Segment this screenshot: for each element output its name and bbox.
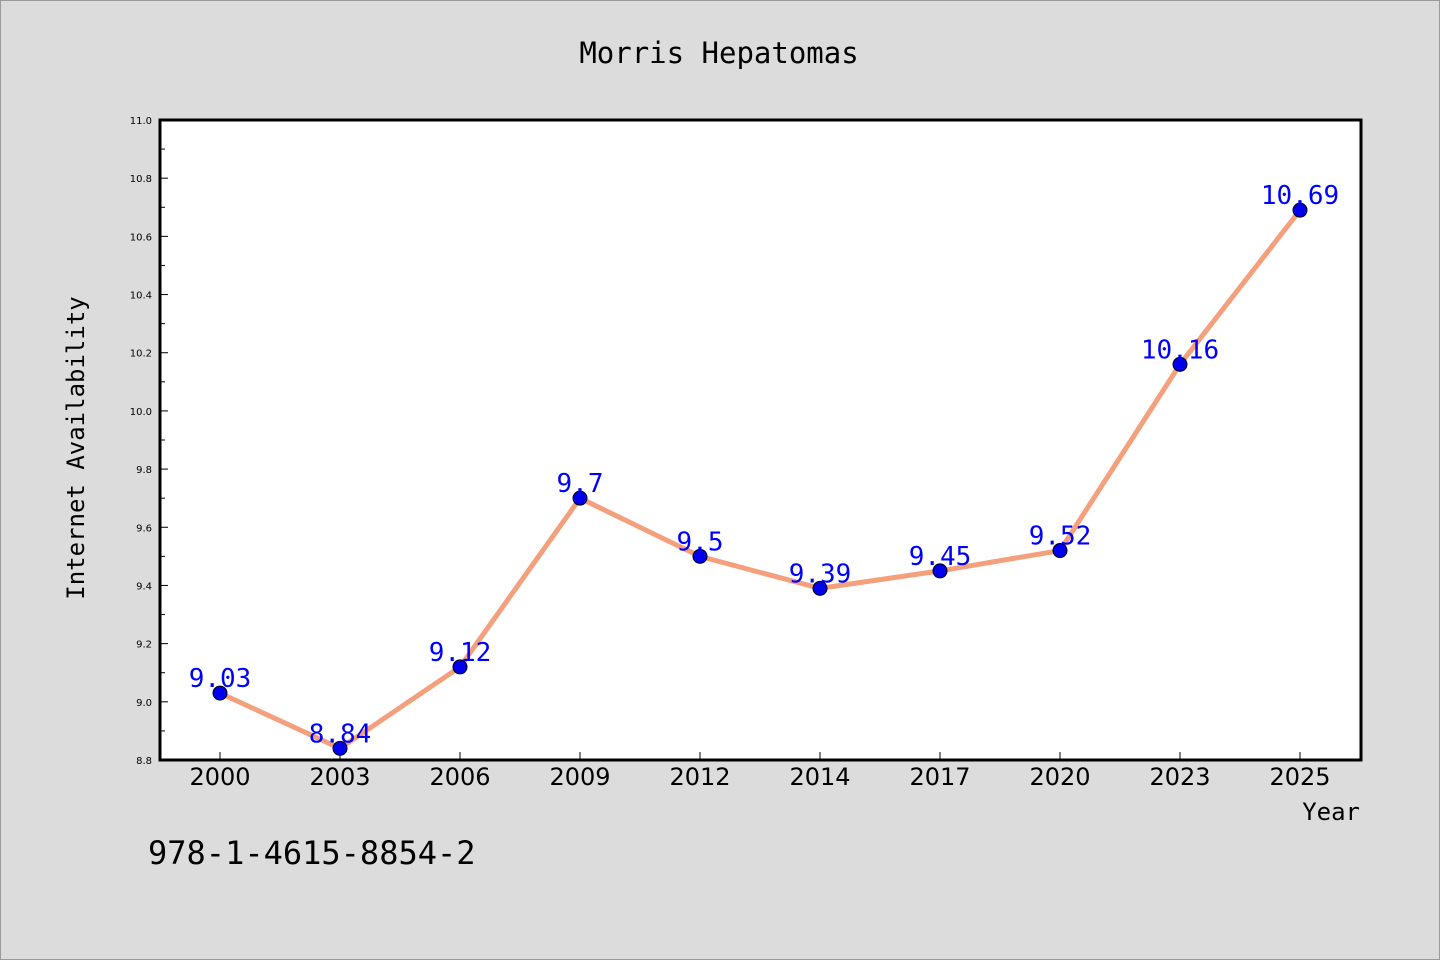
series-line xyxy=(217,207,1303,751)
y-tick-label: 10.4 xyxy=(130,291,152,302)
x-tick-label: 2009 xyxy=(549,763,610,791)
x-tick-label: 2006 xyxy=(429,763,490,791)
data-label: 9.39 xyxy=(789,559,852,589)
y-tick-label: 8.8 xyxy=(136,756,152,767)
data-point xyxy=(1172,356,1188,372)
x-tick-label: 2023 xyxy=(1149,763,1210,791)
y-tick-label: 9.6 xyxy=(136,523,152,534)
y-axis: 8.8 9.0 9.2 9.4 9.6 9.8 10.0 10.2 10.4 10.6 10.8 11… xyxy=(130,116,168,767)
data-point xyxy=(932,563,948,579)
data-label: 9.7 xyxy=(557,469,604,499)
x-axis: 2000 2003 2006 2009 2012 2014 2017 2020 2023 2025 xyxy=(189,752,1331,791)
data-label: 10.16 xyxy=(1141,335,1219,365)
data-label: 9.52 xyxy=(1029,522,1092,552)
plot-area xyxy=(158,118,1363,762)
chart-title: Morris Hepatomas xyxy=(579,36,858,70)
y-tick-label: 9.2 xyxy=(136,640,152,651)
series-layer xyxy=(212,202,1308,756)
y-tick-label: 10.6 xyxy=(130,232,152,243)
data-label: 10.69 xyxy=(1261,181,1339,211)
x-tick-label: 2003 xyxy=(309,763,370,791)
data-label: 9.5 xyxy=(677,527,724,557)
data-label: 9.12 xyxy=(429,638,492,668)
x-tick-label: 2014 xyxy=(789,763,850,791)
y-tick-label: 9.0 xyxy=(136,698,152,709)
data-point xyxy=(572,490,588,506)
y-tick-label: 10.8 xyxy=(130,174,152,185)
isbn-footnote: 978-1-4615-8854-2 xyxy=(148,834,476,872)
data-point xyxy=(1052,543,1068,559)
y-axis-label: Internet Availability xyxy=(62,296,90,599)
x-tick-label: 2000 xyxy=(189,763,250,791)
data-point xyxy=(212,685,228,701)
y-tick-label: 9.4 xyxy=(136,581,152,592)
y-tick-label: 11.0 xyxy=(130,116,152,127)
y-tick-label: 10.0 xyxy=(130,407,152,418)
data-point xyxy=(452,659,468,675)
y-tick-label: 9.8 xyxy=(136,465,152,476)
data-point xyxy=(812,580,828,596)
data-point xyxy=(1292,202,1308,218)
data-point xyxy=(332,740,348,756)
data-point xyxy=(692,548,708,564)
x-tick-label: 2025 xyxy=(1269,763,1330,791)
data-label: 9.45 xyxy=(909,542,972,572)
data-labels-layer: 9.03 8.84 9.12 9.7 9.5 9.39 9.45 9.52 10.16 10.69 xyxy=(189,181,1339,749)
x-tick-label: 2017 xyxy=(909,763,970,791)
y-tick-label: 10.2 xyxy=(130,349,152,360)
x-tick-label: 2020 xyxy=(1029,763,1090,791)
x-axis-label: Year xyxy=(1302,798,1360,826)
x-tick-label: 2012 xyxy=(669,763,730,791)
data-label: 9.03 xyxy=(189,664,252,694)
data-label: 8.84 xyxy=(309,719,372,749)
